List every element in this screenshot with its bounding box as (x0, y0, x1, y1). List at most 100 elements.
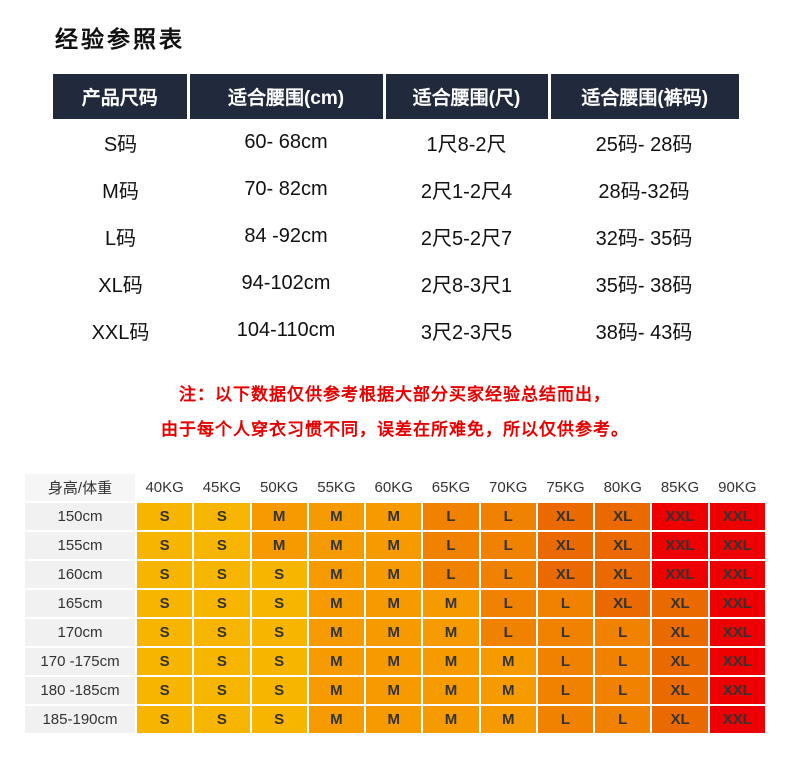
matrix-weight-header: 90KG (709, 473, 765, 501)
size-table-cell: 1尺8-2尺 (384, 119, 549, 166)
size-table-cell: 28码-32码 (549, 166, 739, 213)
matrix-size-cell: XL (595, 502, 651, 530)
matrix-height-label: 170cm (25, 618, 135, 646)
matrix-size-cell: M (308, 560, 365, 588)
matrix-weight-header: 50KG (251, 473, 307, 501)
reference-note: 注：以下数据仅供参考根据大部分买家经验总结而出， 由于每个人穿衣习惯不同，误差在… (0, 378, 790, 448)
size-table-cell: 35码- 38码 (549, 260, 739, 307)
matrix-weight-header: 75KG (537, 473, 594, 501)
matrix-size-cell: S (137, 705, 193, 733)
matrix-size-cell: XXL (709, 647, 765, 675)
matrix-height-label: 165cm (25, 589, 135, 617)
matrix-height-label: 180 -185cm (25, 676, 135, 704)
matrix-row: 155cm S S M M M L L XL XL XXL XXL (25, 531, 765, 559)
matrix-size-cell: M (308, 589, 365, 617)
matrix-size-cell: XXL (709, 676, 765, 704)
size-table-header-cell: 产品尺码 (53, 74, 188, 119)
matrix-size-cell: L (480, 531, 536, 559)
matrix-size-cell: L (480, 560, 536, 588)
matrix-size-cell: XXL (709, 560, 765, 588)
matrix-size-cell: S (137, 560, 193, 588)
matrix-size-cell: M (366, 560, 422, 588)
matrix-weight-header: 70KG (480, 473, 536, 501)
size-table-header-cell: 适合腰围(裤码) (547, 74, 739, 119)
matrix-size-cell: XXL (652, 560, 708, 588)
matrix-size-cell: M (366, 676, 422, 704)
height-weight-size-matrix: 身高/体重 40KG 45KG 50KG 55KG 60KG 65KG 70KG 75KG 80K… (23, 472, 767, 735)
matrix-weight-header: 85KG (652, 473, 708, 501)
matrix-size-cell: XXL (709, 589, 765, 617)
matrix-weight-header: 65KG (423, 473, 479, 501)
matrix-size-cell: L (537, 618, 594, 646)
matrix-size-cell: S (194, 647, 250, 675)
size-table-cell: XL码 (53, 260, 188, 307)
size-table-header-cell: 适合腰围(cm) (186, 74, 384, 119)
matrix-row: 165cm S S S M M M L L XL XL XXL (25, 589, 765, 617)
size-table-cell: 84 -92cm (188, 213, 384, 260)
matrix-size-cell: XL (652, 589, 708, 617)
size-reference-table: 产品尺码 适合腰围(cm) 适合腰围(尺) 适合腰围(裤码) S码 60- 68cm 1尺… (53, 74, 739, 354)
size-table-cell: XXL码 (53, 307, 188, 354)
matrix-size-cell: M (308, 647, 365, 675)
matrix-header-row: 身高/体重 40KG 45KG 50KG 55KG 60KG 65KG 70KG 75KG 80K… (25, 473, 765, 501)
matrix-height-label: 185-190cm (25, 705, 135, 733)
size-table-cell: 25码- 28码 (549, 119, 739, 166)
matrix-row: 170cm S S S M M M L L L XL XXL (25, 618, 765, 646)
matrix-size-cell: XL (537, 502, 594, 530)
matrix-size-cell: XXL (709, 502, 765, 530)
matrix-size-cell: M (251, 502, 307, 530)
size-table-cell: 2尺5-2尺7 (384, 213, 549, 260)
matrix-size-cell: M (308, 531, 365, 559)
size-table-head: 产品尺码 适合腰围(cm) 适合腰围(尺) 适合腰围(裤码) (53, 74, 739, 119)
size-table-row: XXL码 104-110cm 3尺2-3尺5 38码- 43码 (53, 307, 739, 354)
matrix-size-cell: S (137, 502, 193, 530)
matrix-size-cell: XL (537, 531, 594, 559)
matrix-size-cell: S (251, 647, 307, 675)
size-table-cell: 3尺2-3尺5 (384, 307, 549, 354)
matrix-size-cell: L (423, 531, 479, 559)
size-table-cell: L码 (53, 213, 188, 260)
matrix-size-cell: S (251, 560, 307, 588)
matrix-size-cell: XXL (709, 705, 765, 733)
matrix-size-cell: M (308, 705, 365, 733)
matrix-size-cell: M (423, 647, 479, 675)
size-table-cell: 104-110cm (188, 307, 384, 354)
matrix-size-cell: XL (652, 647, 708, 675)
matrix-size-cell: L (423, 560, 479, 588)
matrix-size-cell: S (251, 705, 307, 733)
matrix-size-cell: S (194, 502, 250, 530)
matrix-size-cell: XXL (652, 502, 708, 530)
matrix-body: 150cm S S M M M L L XL XL XXL XXL 155cm S S M M M L L XL XL XX… (25, 502, 765, 733)
size-table-cell: 60- 68cm (188, 119, 384, 166)
matrix-size-cell: M (366, 502, 422, 530)
matrix-size-cell: S (137, 676, 193, 704)
matrix-size-cell: M (480, 705, 536, 733)
matrix-size-cell: M (251, 531, 307, 559)
matrix-size-cell: XXL (709, 531, 765, 559)
matrix-height-label: 170 -175cm (25, 647, 135, 675)
size-table-row: M码 70- 82cm 2尺1-2尺4 28码-32码 (53, 166, 739, 213)
matrix-size-cell: L (423, 502, 479, 530)
matrix-size-cell: XL (652, 618, 708, 646)
matrix-size-cell: M (366, 589, 422, 617)
matrix-size-cell: XL (652, 705, 708, 733)
matrix-size-cell: L (595, 705, 651, 733)
size-table-cell: 2尺8-3尺1 (384, 260, 549, 307)
matrix-row: 160cm S S S M M L L XL XL XXL XXL (25, 560, 765, 588)
matrix-row: 180 -185cm S S S M M M M L L XL XXL (25, 676, 765, 704)
matrix-weight-header: 40KG (137, 473, 193, 501)
matrix-height-label: 150cm (25, 502, 135, 530)
matrix-size-cell: S (194, 676, 250, 704)
size-table-row: L码 84 -92cm 2尺5-2尺7 32码- 35码 (53, 213, 739, 260)
matrix-size-cell: M (366, 531, 422, 559)
matrix-size-cell: S (194, 589, 250, 617)
matrix-size-cell: S (194, 705, 250, 733)
matrix-size-cell: L (595, 676, 651, 704)
matrix-weight-header: 60KG (366, 473, 422, 501)
matrix-row: 185-190cm S S S M M M M L L XL XXL (25, 705, 765, 733)
matrix-size-cell: S (137, 531, 193, 559)
matrix-size-cell: L (537, 647, 594, 675)
matrix-size-cell: L (537, 676, 594, 704)
matrix-size-cell: S (137, 647, 193, 675)
